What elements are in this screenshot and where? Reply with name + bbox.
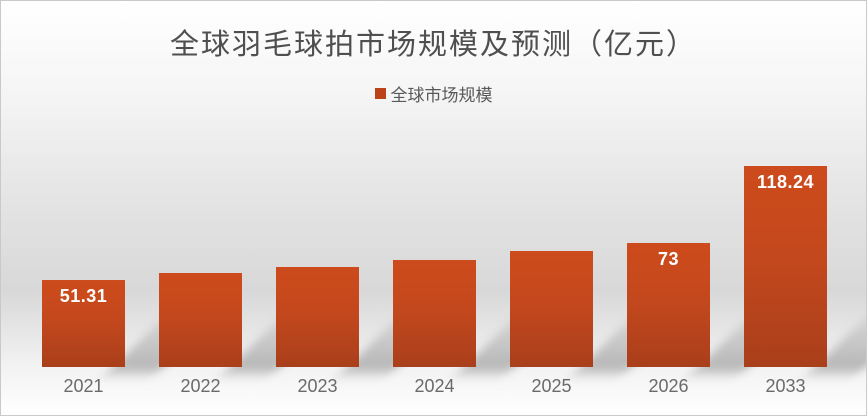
bar-value-label: 73	[657, 249, 680, 269]
chart-title: 全球羽毛球拍市场规模及预测（亿元）	[169, 29, 697, 61]
bar-2024	[393, 260, 476, 367]
x-tick-2026: 2026	[648, 376, 689, 396]
x-tick-2021: 2021	[63, 376, 104, 396]
legend: 全球市场规模	[1, 81, 866, 106]
bar-2025	[510, 251, 593, 367]
bar-2026: 73	[627, 243, 710, 367]
bar-value-label: 51.31	[59, 286, 108, 306]
x-tick-2033: 2033	[765, 376, 806, 396]
x-tick-2022: 2022	[180, 376, 221, 396]
bar-value-label: 118.24	[756, 172, 815, 192]
x-tick-2023: 2023	[297, 376, 338, 396]
legend-swatch-icon	[374, 88, 386, 99]
bar-2021: 51.31	[42, 280, 125, 367]
legend-label: 全球市场规模	[390, 86, 493, 105]
bar-2022	[159, 273, 242, 367]
x-tick-2024: 2024	[414, 376, 455, 396]
x-tick-2025: 2025	[531, 376, 572, 396]
bar-2033: 118.24	[744, 166, 827, 367]
bar-2023	[276, 267, 359, 367]
